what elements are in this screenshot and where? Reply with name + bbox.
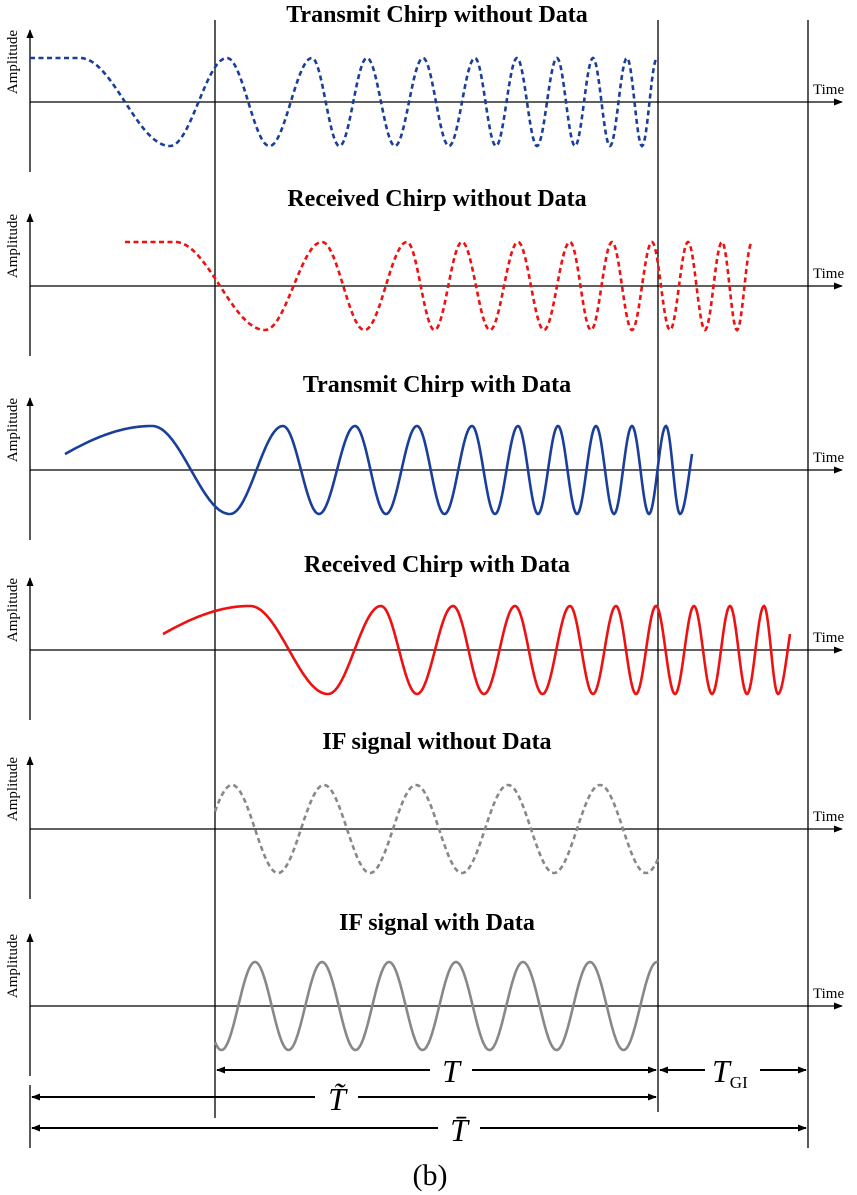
panel-title: Transmit Chirp with Data — [303, 372, 571, 398]
interval-label: T̃ — [328, 1081, 348, 1117]
x-axis-label: Time — [813, 986, 844, 1002]
waveform — [125, 240, 753, 332]
interval-label: T̄ — [450, 1112, 470, 1148]
interval-arrows — [31, 1066, 807, 1132]
y-axis-label: Amplitude — [5, 757, 21, 822]
caption: (b) — [413, 1159, 448, 1192]
waveform — [64, 424, 694, 516]
x-axis-label: Time — [813, 809, 844, 825]
panel-title: IF signal with Data — [339, 910, 535, 936]
y-axis-label: Amplitude — [5, 578, 21, 643]
x-axis-label: Time — [813, 630, 844, 646]
waveform — [162, 604, 792, 696]
y-axis-label: Amplitude — [5, 214, 21, 279]
panel-title: Received Chirp with Data — [304, 552, 570, 578]
waveform — [213, 960, 659, 1052]
y-axis-label: Amplitude — [5, 934, 21, 999]
y-axis-label: Amplitude — [5, 30, 21, 95]
panel-title: IF signal without Data — [322, 729, 551, 755]
interval-main: T — [712, 1053, 732, 1089]
waveform — [213, 783, 660, 875]
boundary-lines — [29, 20, 809, 1148]
interval-label: T — [442, 1053, 462, 1089]
interval-sub: GI — [730, 1073, 748, 1092]
waveform — [30, 56, 658, 148]
panel-title: Transmit Chirp without Data — [286, 2, 588, 28]
y-axis-label: Amplitude — [5, 398, 21, 463]
interval-label: TGI — [712, 1053, 748, 1092]
x-axis-label: Time — [813, 450, 844, 466]
x-axis-label: Time — [813, 266, 844, 282]
panel-title: Received Chirp without Data — [287, 186, 586, 212]
x-axis-label: Time — [813, 82, 844, 98]
